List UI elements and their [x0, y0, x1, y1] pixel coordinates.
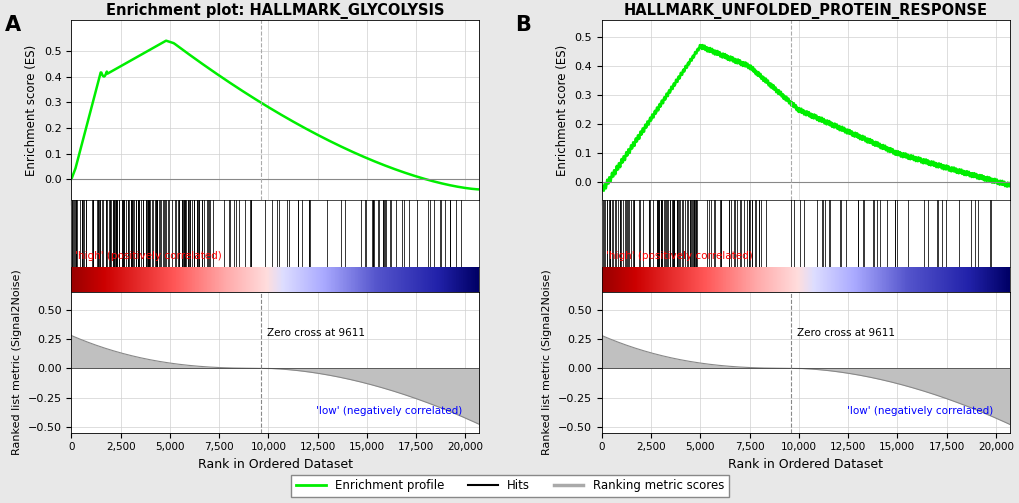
Y-axis label: Enrichment score (ES): Enrichment score (ES): [25, 44, 39, 176]
Title: Enrichment plot: HALLMARK_GLYCOLYSIS: Enrichment plot: HALLMARK_GLYCOLYSIS: [106, 3, 444, 19]
X-axis label: Rank in Ordered Dataset: Rank in Ordered Dataset: [728, 458, 882, 471]
Text: Zero cross at 9611: Zero cross at 9611: [266, 328, 365, 338]
Y-axis label: Ranked list metric (Signal2Noise): Ranked list metric (Signal2Noise): [542, 270, 552, 455]
X-axis label: Rank in Ordered Dataset: Rank in Ordered Dataset: [198, 458, 353, 471]
Text: B: B: [515, 15, 531, 35]
Text: Zero cross at 9611: Zero cross at 9611: [796, 328, 895, 338]
Y-axis label: Enrichment score (ES): Enrichment score (ES): [555, 44, 569, 176]
Text: 'low' (negatively correlated): 'low' (negatively correlated): [846, 406, 991, 416]
Text: 'low' (negatively correlated): 'low' (negatively correlated): [316, 406, 462, 416]
Text: 'high' (positively correlated): 'high' (positively correlated): [605, 252, 752, 262]
Legend: Enrichment profile, Hits, Ranking metric scores: Enrichment profile, Hits, Ranking metric…: [291, 475, 728, 497]
Y-axis label: Ranked list metric (Signal2Noise): Ranked list metric (Signal2Noise): [12, 270, 22, 455]
Text: 'high' (positively correlated): 'high' (positively correlated): [75, 252, 222, 262]
Title: Enrichment plot:
HALLMARK_UNFOLDED_PROTEIN_RESPONSE: Enrichment plot: HALLMARK_UNFOLDED_PROTE…: [624, 0, 986, 19]
Text: A: A: [5, 15, 21, 35]
